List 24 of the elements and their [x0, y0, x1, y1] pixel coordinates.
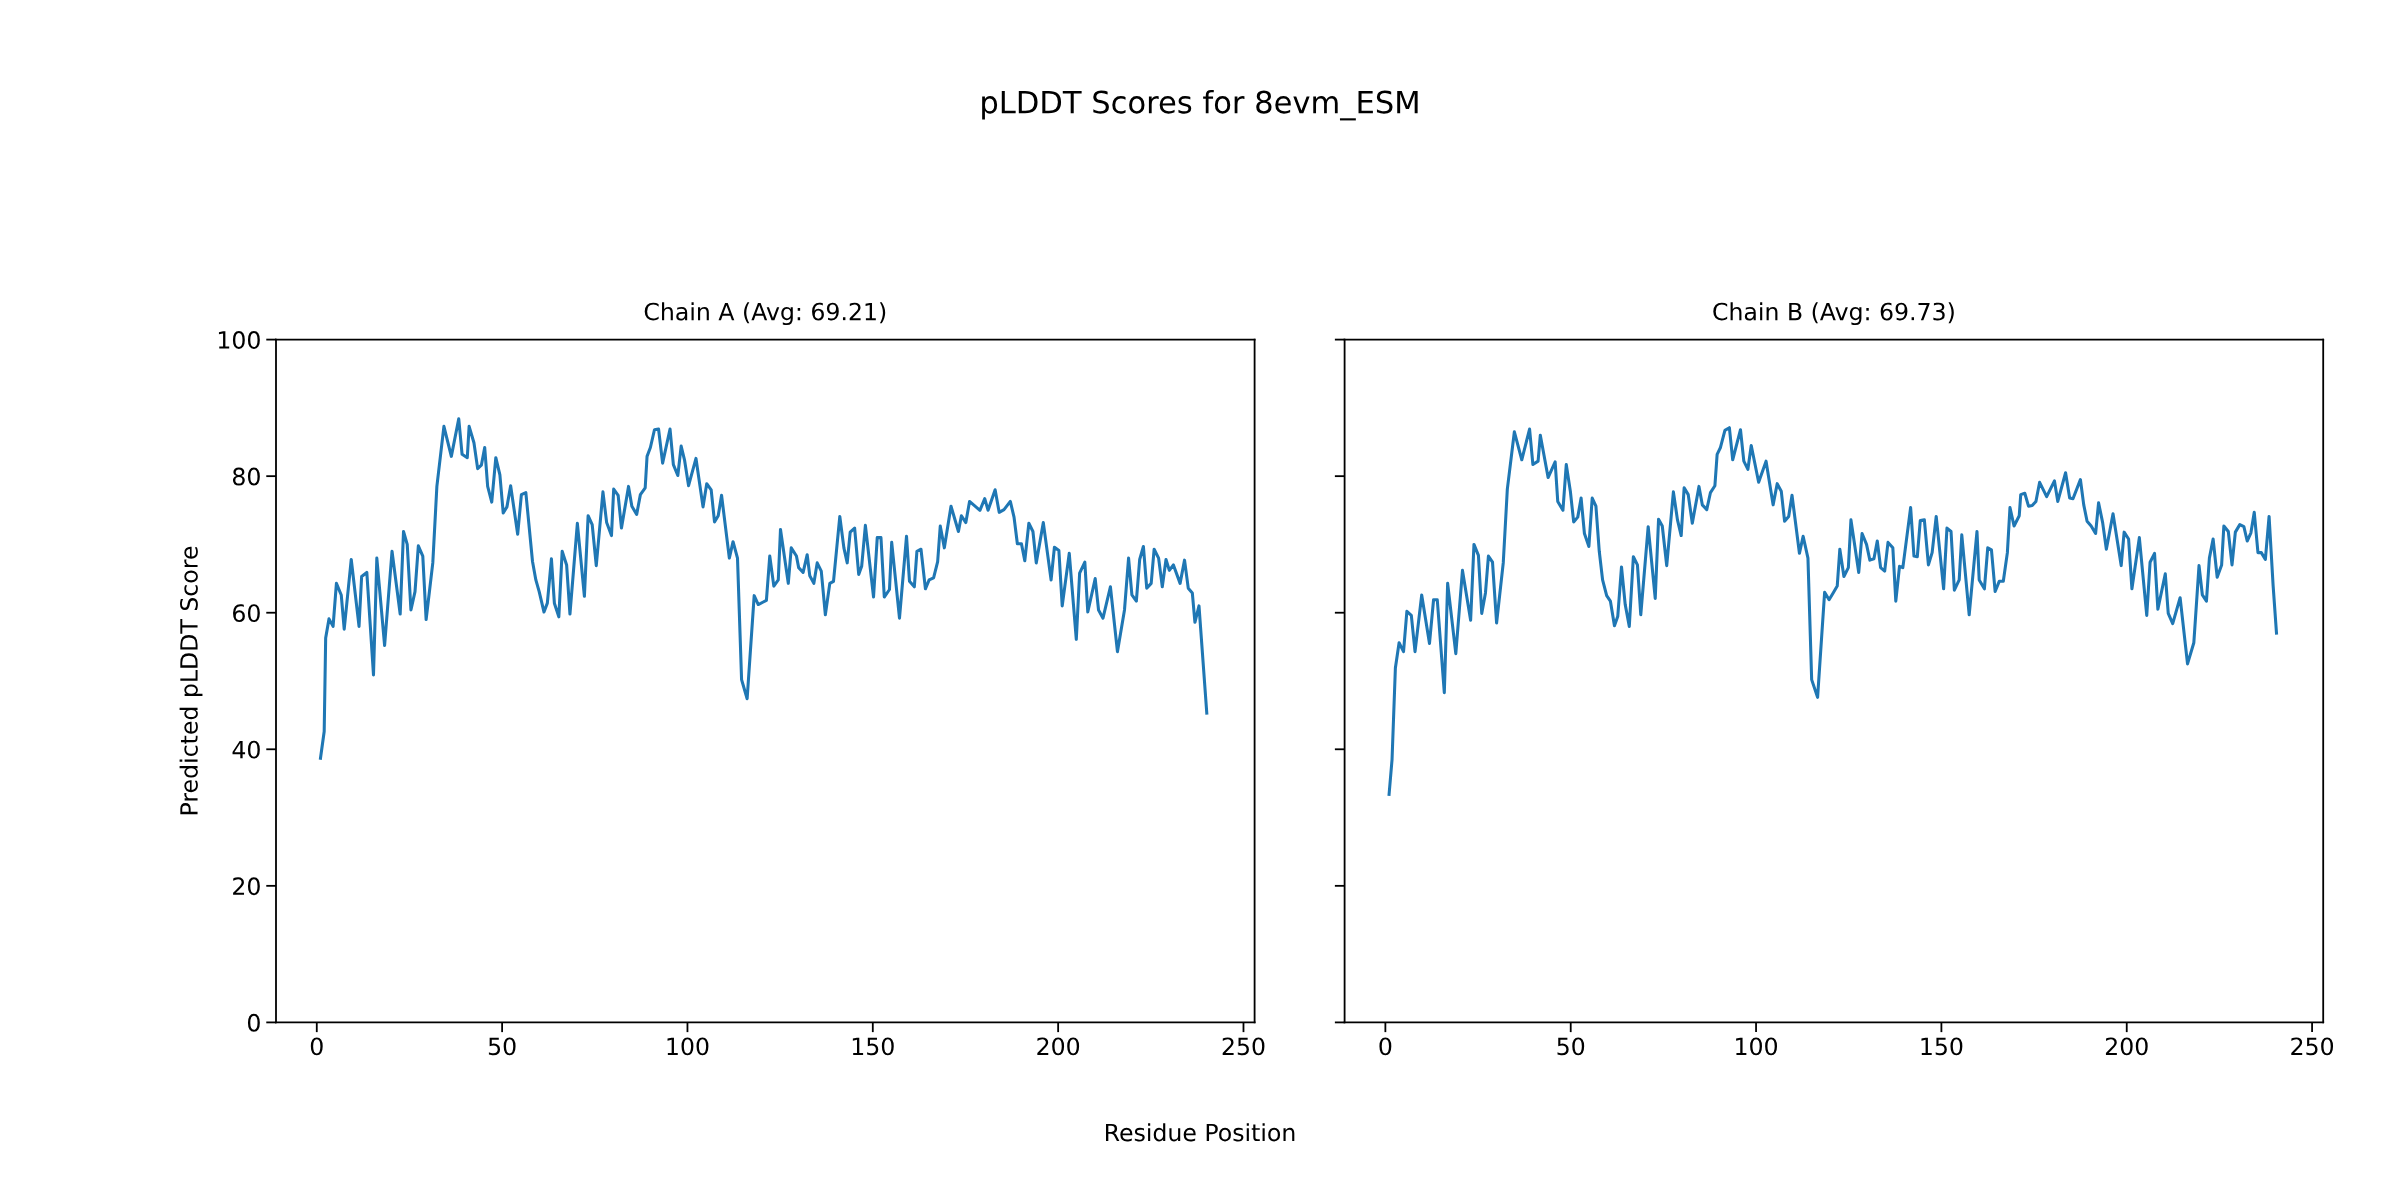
- x-tick-label: 100: [1736, 1037, 1778, 1056]
- x-tick-label: 150: [852, 1037, 894, 1056]
- chart-subtitle: Chain A (Avg: 69.21): [644, 302, 886, 326]
- chart-title: pLDDT Scores for 8evm_ESM: [982, 90, 1418, 121]
- x-tick-label: 150: [1921, 1037, 1963, 1056]
- y-tick-label: 40: [232, 740, 260, 759]
- x-tick-label: 200: [1037, 1037, 1080, 1056]
- y-tick-label: 80: [232, 467, 260, 486]
- y-tick-label: 60: [233, 604, 260, 623]
- y-tick-label: 0: [247, 1013, 260, 1032]
- y-axis-title: Predicted pLDDT Score: [179, 546, 203, 815]
- x-tick-label: 250: [1222, 1037, 1265, 1056]
- y-tick-label: 100: [218, 331, 260, 349]
- y-tick-label: 20: [233, 877, 260, 896]
- x-tick-label: 100: [667, 1037, 709, 1056]
- chart-subtitle: Chain B (Avg: 69.73): [1713, 302, 1954, 326]
- x-axis-title: Residue Position: [1106, 1123, 1295, 1142]
- line-series: [318, 417, 1209, 760]
- x-tick-label: 50: [1557, 1037, 1585, 1056]
- x-tick-label: 0: [1379, 1037, 1392, 1056]
- x-tick-label: 50: [488, 1037, 516, 1056]
- x-tick-label: 250: [2291, 1037, 2334, 1056]
- x-tick-label: 200: [2105, 1037, 2148, 1056]
- x-tick-label: 0: [310, 1037, 323, 1056]
